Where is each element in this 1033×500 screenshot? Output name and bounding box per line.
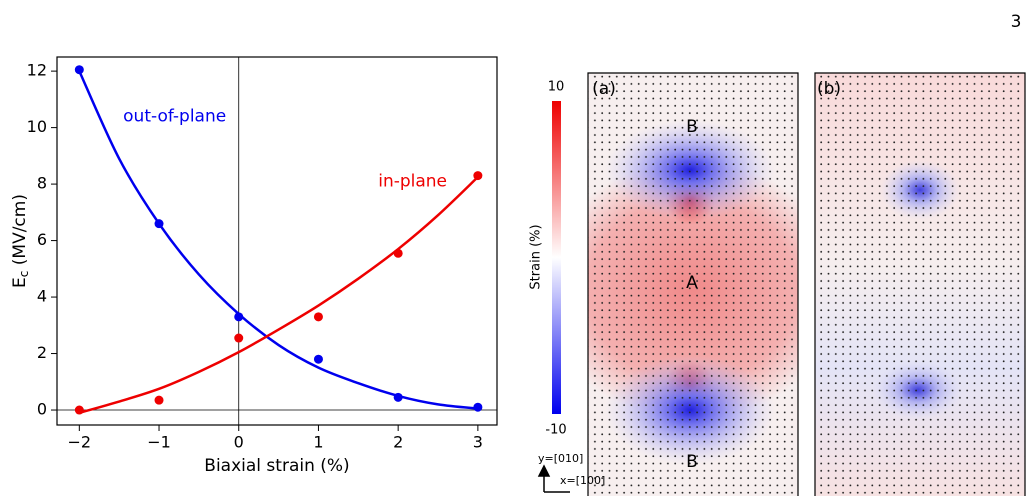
fit-line [78,176,479,415]
page-number: 3 [1011,12,1022,32]
data-point [473,171,483,181]
data-point [154,395,164,405]
y-axis-label-part: E [10,277,30,288]
x-axis-label: Biaxial strain (%) [204,456,349,476]
x-tick-label: 3 [473,433,483,452]
x-tick-label: 2 [393,433,403,452]
axis-y-label: y=[010] [538,452,583,465]
y-axis-label: Ec (MV/cm) [10,194,31,288]
y-axis-label-part: (MV/cm) [10,194,30,271]
axis-x-label: x=[100] [560,474,605,487]
axes-arrow [537,464,570,493]
y-tick-label: 6 [37,230,47,249]
x-tick-label: 0 [234,433,244,452]
data-point [154,219,164,229]
y-axis-label-part: c [17,271,31,278]
region-label: A [686,273,698,293]
panel-label: (b) [817,79,841,99]
data-point [74,65,84,75]
region-label: B [686,452,698,472]
data-point [393,248,403,258]
series-label: out-of-plane [123,106,226,126]
x-tick-label: 1 [313,433,323,452]
panel-label: (a) [592,79,616,99]
data-point [234,312,244,322]
strain-map-b [815,73,1025,496]
data-point [313,312,323,322]
x-tick-label: −2 [68,433,92,452]
colorbar-min: -10 [545,423,566,438]
y-tick-label: 10 [27,117,47,136]
data-point [313,354,323,364]
x-tick-label: −1 [147,433,171,452]
colorbar [552,101,561,414]
data-point [473,402,483,412]
y-tick-label: 2 [37,343,47,362]
y-tick-label: 4 [37,287,47,306]
y-tick-label: 8 [37,174,47,193]
y-tick-label: 12 [27,61,47,80]
region-label: B [686,117,698,137]
strain-map-a [588,73,798,496]
data-point [393,392,403,402]
data-point [234,333,244,343]
fit-line [78,70,479,410]
colorbar-max: 10 [548,80,565,95]
y-tick-label: 0 [37,400,47,419]
series-label: in-plane [378,171,447,191]
colorbar-label: Strain (%) [529,224,544,289]
data-point [74,405,84,415]
